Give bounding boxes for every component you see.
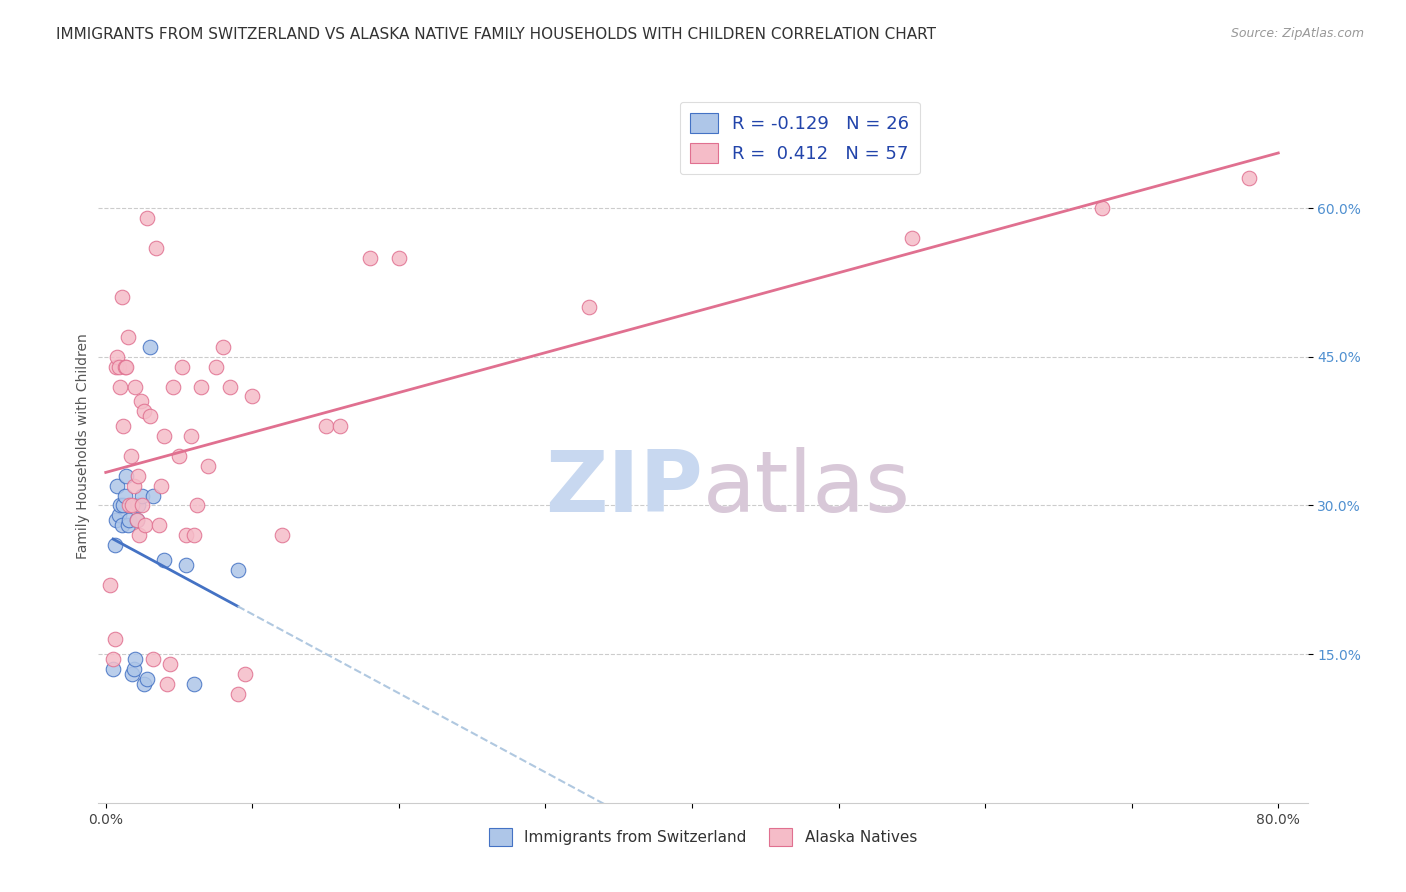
Point <box>114 359 136 374</box>
Point <box>1091 201 1114 215</box>
Point <box>186 499 208 513</box>
Y-axis label: Family Households with Children: Family Households with Children <box>76 333 90 559</box>
Point <box>131 489 153 503</box>
Point <box>122 662 145 676</box>
Point <box>105 359 128 374</box>
Point <box>142 489 165 503</box>
Point <box>170 359 193 374</box>
Point <box>142 652 165 666</box>
Point <box>145 241 167 255</box>
Point <box>103 632 125 647</box>
Point <box>112 419 135 434</box>
Point <box>226 563 249 577</box>
Point <box>118 499 141 513</box>
Point <box>190 379 212 393</box>
Point <box>125 513 148 527</box>
Point <box>176 528 198 542</box>
Point <box>162 379 184 393</box>
Point <box>117 330 139 344</box>
Point <box>122 478 145 492</box>
Point <box>197 458 219 473</box>
Point <box>153 429 176 443</box>
Point <box>107 350 129 364</box>
Point <box>176 558 198 572</box>
Point <box>148 518 170 533</box>
Point <box>114 489 136 503</box>
Point <box>101 652 124 666</box>
Point <box>135 211 157 225</box>
Point <box>167 449 190 463</box>
Point <box>120 449 142 463</box>
Point <box>132 677 155 691</box>
Point <box>388 251 411 265</box>
Point <box>359 251 381 265</box>
Point <box>329 419 352 434</box>
Point <box>138 340 160 354</box>
Point <box>111 290 134 304</box>
Point <box>115 359 138 374</box>
Point <box>129 394 152 409</box>
Point <box>111 518 134 533</box>
Point <box>226 687 249 701</box>
Point <box>153 553 176 567</box>
Point <box>131 499 153 513</box>
Point <box>180 429 202 443</box>
Point <box>125 513 148 527</box>
Point <box>124 379 146 393</box>
Point <box>98 578 121 592</box>
Point <box>578 300 600 314</box>
Point <box>183 677 205 691</box>
Text: atlas: atlas <box>703 447 911 531</box>
Point <box>156 677 179 691</box>
Point <box>118 513 141 527</box>
Point <box>159 657 181 671</box>
Point <box>128 528 150 542</box>
Text: Source: ZipAtlas.com: Source: ZipAtlas.com <box>1230 27 1364 40</box>
Point <box>138 409 160 424</box>
Legend: Immigrants from Switzerland, Alaska Natives: Immigrants from Switzerland, Alaska Nati… <box>482 822 924 852</box>
Point <box>127 468 149 483</box>
Point <box>134 518 156 533</box>
Point <box>1237 171 1260 186</box>
Point <box>121 667 143 681</box>
Point <box>127 499 149 513</box>
Point <box>240 389 263 403</box>
Point <box>107 478 129 492</box>
Point <box>103 538 125 552</box>
Point <box>901 231 924 245</box>
Point <box>101 662 124 676</box>
Point <box>105 513 128 527</box>
Point <box>117 518 139 533</box>
Point <box>219 379 242 393</box>
Point <box>112 499 135 513</box>
Text: ZIP: ZIP <box>546 447 703 531</box>
Text: IMMIGRANTS FROM SWITZERLAND VS ALASKA NATIVE FAMILY HOUSEHOLDS WITH CHILDREN COR: IMMIGRANTS FROM SWITZERLAND VS ALASKA NA… <box>56 27 936 42</box>
Point <box>108 508 131 523</box>
Point <box>110 379 132 393</box>
Point <box>135 672 157 686</box>
Point <box>121 499 143 513</box>
Point <box>233 667 256 681</box>
Point <box>115 468 138 483</box>
Point <box>150 478 173 492</box>
Point <box>110 499 132 513</box>
Point <box>132 404 155 418</box>
Point <box>124 652 146 666</box>
Point <box>108 359 131 374</box>
Point <box>183 528 205 542</box>
Point <box>212 340 235 354</box>
Point <box>315 419 337 434</box>
Point <box>204 359 226 374</box>
Point <box>270 528 292 542</box>
